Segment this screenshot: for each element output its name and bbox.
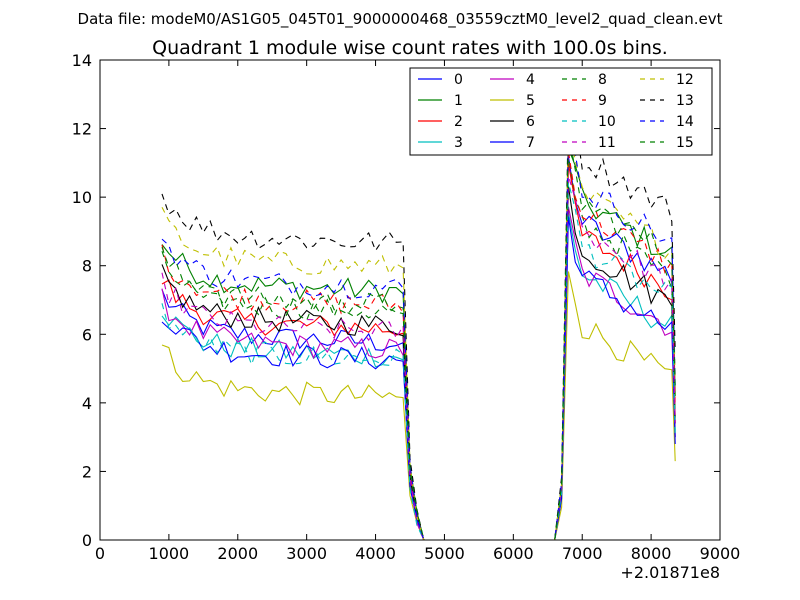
legend-label-14: 14 [676, 114, 694, 130]
legend-label-2: 2 [454, 114, 463, 130]
legend-label-10: 10 [598, 114, 616, 130]
legend-label-13: 13 [676, 93, 694, 109]
series-layer [161, 109, 676, 541]
legend-frame [409, 67, 713, 156]
legend-label-5: 5 [526, 93, 535, 109]
legend-label-12: 12 [676, 72, 694, 88]
legend-label-8: 8 [598, 72, 607, 88]
series-line-13 [161, 109, 676, 541]
y-tick-label-12: 12 [72, 120, 92, 139]
series-line-14 [161, 140, 676, 541]
y-tick-label-6: 6 [82, 325, 92, 344]
legend-label-6: 6 [526, 114, 535, 130]
y-tick-label-0: 0 [82, 531, 92, 550]
series-line-15 [161, 132, 676, 541]
legend-label-0: 0 [454, 72, 463, 88]
x-tick-label-2000: 2000 [217, 544, 258, 563]
x-tick-label-6000: 6000 [493, 544, 534, 563]
series-line-10 [161, 181, 676, 541]
x-offset-label: +2.01871e8 [620, 563, 720, 582]
series-line-12 [161, 122, 676, 541]
x-tick-label-9000: 9000 [700, 544, 741, 563]
legend-label-9: 9 [598, 93, 607, 109]
legend-label-4: 4 [526, 72, 535, 88]
axis-ticks: 0 1000 2000 3000 4000 5000 6000 7000 8000 9000 0 2 4… [72, 51, 741, 563]
x-tick-label-3000: 3000 [286, 544, 327, 563]
x-tick-label-7000: 7000 [562, 544, 603, 563]
series-line-6 [161, 185, 676, 541]
legend-label-11: 11 [598, 135, 616, 151]
series-line-7 [161, 216, 676, 541]
legend-label-15: 15 [676, 135, 694, 151]
legend-label-3: 3 [454, 135, 463, 151]
y-tick-label-10: 10 [72, 188, 92, 207]
chart-title: Quadrant 1 module wise count rates with … [152, 37, 668, 59]
y-tick-label-14: 14 [72, 51, 92, 70]
y-tick-label-8: 8 [82, 257, 92, 276]
legend-label-1: 1 [454, 93, 463, 109]
figure-suptitle: Data file: modeM0/AS1G05_045T01_90000004… [78, 10, 723, 29]
x-tick-label-8000: 8000 [631, 544, 672, 563]
plot-frame [99, 59, 721, 541]
y-tick-label-2: 2 [82, 462, 92, 481]
series-line-8 [161, 155, 676, 541]
x-tick-label-0: 0 [95, 544, 105, 563]
y-tick-label-4: 4 [82, 394, 92, 413]
x-tick-label-4000: 4000 [355, 544, 396, 563]
legend-label-7: 7 [526, 135, 535, 151]
series-line-5 [161, 271, 676, 541]
series-line-9 [161, 151, 676, 541]
series-line-1 [161, 147, 676, 541]
x-tick-label-1000: 1000 [149, 544, 190, 563]
series-line-11 [161, 175, 676, 541]
x-tick-label-5000: 5000 [424, 544, 465, 563]
series-line-4 [161, 206, 676, 541]
